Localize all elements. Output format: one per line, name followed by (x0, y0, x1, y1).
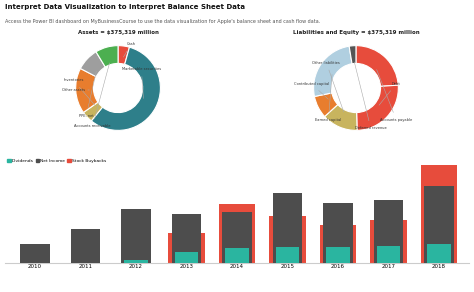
Wedge shape (314, 46, 352, 96)
Wedge shape (118, 46, 129, 64)
Wedge shape (83, 102, 102, 121)
Text: Deferred revenue: Deferred revenue (354, 62, 387, 130)
Wedge shape (349, 46, 356, 64)
Bar (168, 233, 205, 263)
Bar (269, 216, 306, 263)
Wedge shape (356, 85, 398, 130)
Bar (273, 194, 302, 263)
Bar (172, 214, 201, 263)
Text: Marketable securities: Marketable securities (122, 67, 161, 98)
Bar (225, 248, 249, 263)
Legend: Dividends, Net Income, Stock Buybacks: Dividends, Net Income, Stock Buybacks (7, 159, 106, 163)
Text: Debt: Debt (379, 82, 401, 105)
Bar (370, 220, 407, 263)
Wedge shape (325, 105, 357, 131)
Text: Other assets: Other assets (62, 88, 89, 92)
Bar (276, 247, 299, 263)
Bar (374, 200, 403, 263)
Bar (427, 244, 451, 263)
Text: Interpret Data Visualization to Interpret Balance Sheet Data: Interpret Data Visualization to Interpre… (5, 4, 245, 11)
Bar (421, 165, 457, 263)
Bar (121, 209, 151, 263)
Bar (424, 186, 454, 263)
Text: Other liabilities: Other liabilities (312, 60, 344, 112)
Bar (326, 247, 350, 263)
Wedge shape (314, 93, 338, 117)
Wedge shape (91, 47, 160, 131)
Title: Assets = $375,319 million: Assets = $375,319 million (78, 30, 158, 35)
Bar (222, 212, 252, 263)
Wedge shape (356, 46, 398, 86)
Bar (219, 204, 255, 263)
Bar (20, 244, 50, 263)
Wedge shape (81, 52, 105, 77)
Bar (175, 252, 198, 263)
Bar (323, 203, 353, 263)
Wedge shape (76, 69, 98, 112)
Wedge shape (96, 46, 118, 67)
Text: Accounts receivable: Accounts receivable (74, 63, 111, 128)
Bar (71, 229, 100, 263)
Text: Cash: Cash (123, 41, 136, 57)
Bar (320, 225, 356, 263)
Text: Accounts payable: Accounts payable (377, 69, 412, 122)
Title: Liabilities and Equity = $375,319 million: Liabilities and Equity = $375,319 millio… (292, 30, 419, 35)
Text: Contributed capital: Contributed capital (294, 82, 329, 99)
Text: Access the Power BI dashboard on MyBusinessCourse to use the data visualization : Access the Power BI dashboard on MyBusin… (5, 19, 320, 24)
Bar (377, 246, 400, 263)
Bar (124, 260, 148, 263)
Text: Earned capital: Earned capital (315, 74, 342, 122)
Text: Inventories: Inventories (64, 78, 95, 106)
Text: PPE, net: PPE, net (79, 71, 96, 118)
